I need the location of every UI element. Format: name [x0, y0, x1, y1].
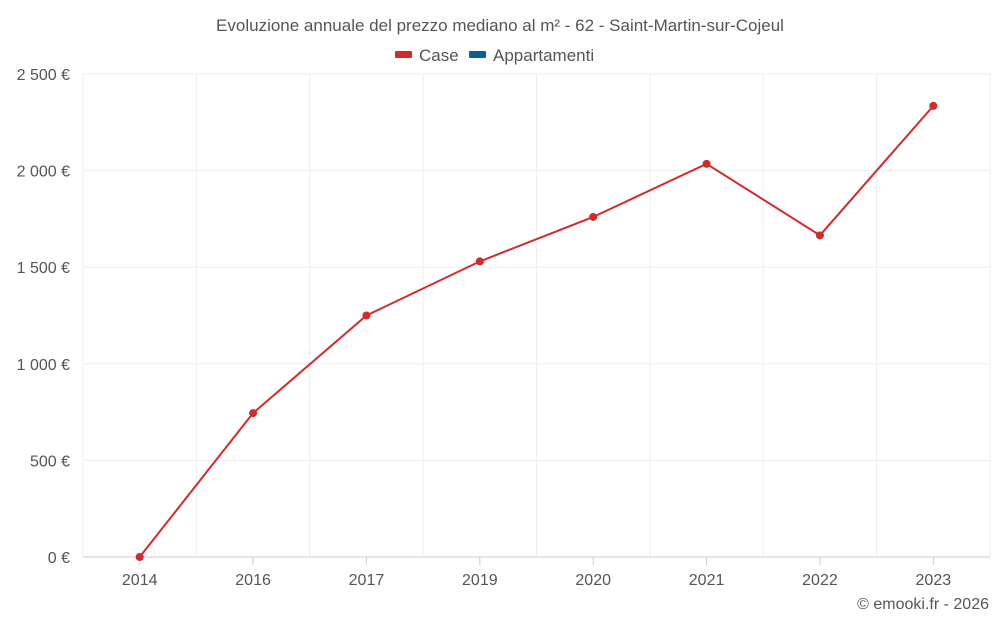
x-tick-label: 2023 — [916, 572, 952, 589]
credit-text: © emooki.fr - 2026 — [857, 596, 989, 613]
series-line-case — [138, 105, 935, 558]
legend-swatch-case — [395, 51, 412, 58]
data-point-case-2017[interactable] — [362, 311, 371, 320]
y-tick-label: 2 000 € — [17, 164, 70, 181]
x-tick-label: 2019 — [462, 572, 498, 589]
y-tick-label: 500 € — [30, 453, 70, 470]
legend-swatch-appartamenti — [469, 51, 486, 58]
chart-title: Evoluzione annuale del prezzo mediano al… — [216, 16, 784, 35]
data-point-case-2021[interactable] — [702, 159, 711, 168]
data-point-case-2016[interactable] — [249, 409, 258, 418]
legend-label-appartamenti: Appartamenti — [493, 46, 594, 65]
x-tick-label: 2022 — [802, 572, 838, 589]
x-tick-label: 2014 — [122, 572, 158, 589]
y-tick-label: 0 € — [48, 550, 70, 567]
y-tick-label: 2 500 € — [17, 67, 70, 84]
x-tick-label: 2016 — [235, 572, 271, 589]
data-point-case-2014[interactable] — [135, 553, 144, 561]
legend-label-case: Case — [419, 46, 459, 65]
x-tick-label: 2017 — [349, 572, 385, 589]
data-point-case-2019[interactable] — [475, 257, 484, 266]
series-layer — [135, 101, 938, 561]
grid — [82, 73, 991, 557]
y-tick-label: 1 500 € — [17, 260, 70, 277]
data-point-case-2023[interactable] — [929, 101, 938, 110]
legend-item-case[interactable]: Case — [395, 46, 459, 65]
y-tick-label: 1 000 € — [17, 357, 70, 374]
data-point-case-2022[interactable] — [815, 231, 824, 240]
x-axis: 2014 2016 2017 2019 2020 2021 2022 2023 — [83, 556, 990, 589]
x-tick-label: 2021 — [689, 572, 725, 589]
legend: Case Appartamenti — [395, 46, 594, 65]
y-axis: 0 € 500 € 1 000 € 1 500 € 2 000 € 2 500 € — [17, 67, 70, 567]
x-tick-label: 2020 — [575, 572, 611, 589]
data-point-case-2020[interactable] — [589, 212, 598, 221]
legend-item-appartamenti[interactable]: Appartamenti — [469, 46, 594, 65]
